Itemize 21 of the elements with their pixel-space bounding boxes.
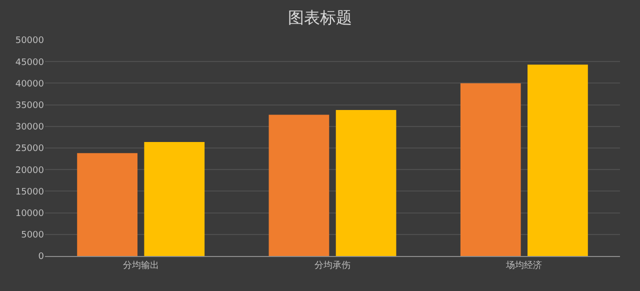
y-tick-label: 30000 (15, 122, 44, 133)
y-tick-label: 20000 (15, 166, 44, 176)
y-tick-label: 50000 (15, 36, 44, 46)
y-tick-label: 45000 (15, 58, 44, 68)
y-tick-label: 25000 (15, 144, 44, 154)
bar (528, 64, 588, 256)
y-tick-label: 10000 (15, 208, 44, 219)
x-tick-label: 分均输出 (122, 260, 159, 271)
y-tick-label: 15000 (15, 187, 44, 198)
x-tick-label: 场均经济 (505, 260, 542, 271)
x-tick-label: 分均承伤 (314, 260, 350, 271)
bar (460, 83, 521, 256)
y-tick-label: 5000 (21, 230, 44, 241)
bar (336, 110, 396, 256)
bar (268, 114, 330, 256)
chart-title: 图表标题 (288, 8, 352, 27)
bar (77, 153, 138, 256)
y-tick-label: 35000 (15, 100, 44, 111)
y-tick-label: 0 (38, 252, 44, 262)
bar (144, 142, 205, 256)
y-tick-label: 40000 (15, 79, 44, 90)
